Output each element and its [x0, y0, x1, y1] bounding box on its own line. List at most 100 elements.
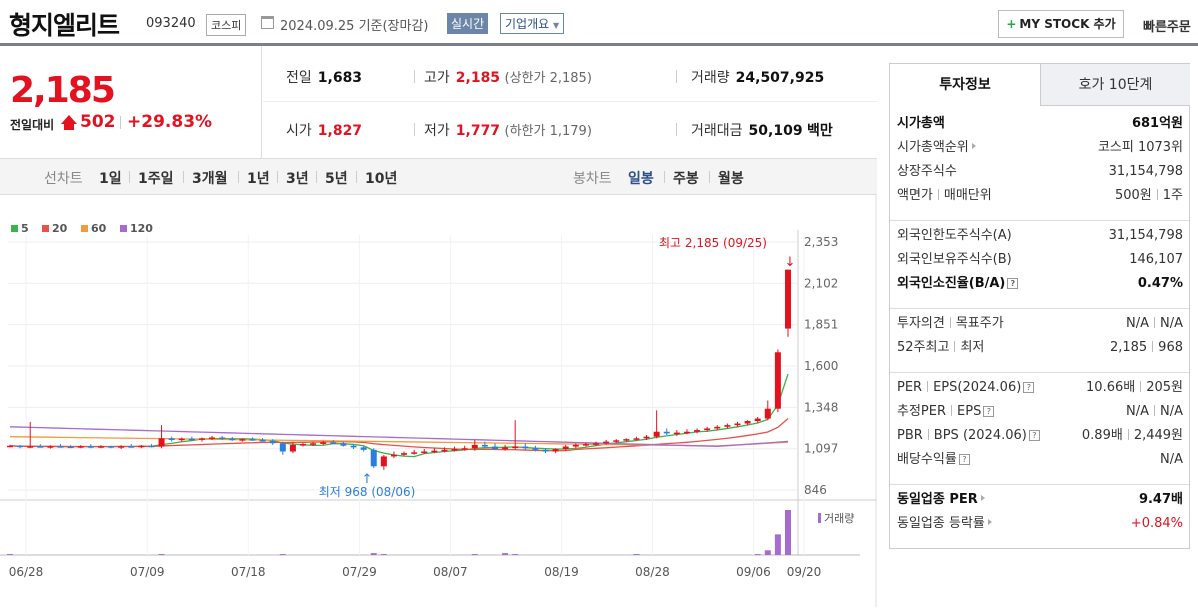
current-price: 2,185: [10, 70, 116, 111]
info-key: 상장주식수: [897, 162, 957, 182]
candle-monthly[interactable]: 월봉: [718, 171, 744, 187]
info-key-text: 목표주가: [955, 316, 1004, 331]
volume-bar: [370, 553, 377, 555]
chevron-right-icon[interactable]: [987, 519, 992, 525]
candle-body: [239, 439, 246, 441]
volume-bar: [502, 553, 509, 555]
line-chart-label[interactable]: 선차트: [44, 171, 83, 187]
legend-swatch: [120, 225, 127, 232]
candle-body: [320, 442, 327, 444]
help-icon[interactable]: ?: [983, 406, 995, 417]
x-tick-label: 09/06: [736, 565, 771, 579]
info-value: N/A N/A: [1126, 314, 1183, 334]
quick-order-button[interactable]: 빠른주문: [1143, 20, 1191, 35]
divider: [1154, 317, 1155, 328]
candle-body: [734, 423, 741, 426]
info-value: N/A N/A: [1126, 402, 1183, 422]
volume-bar: [512, 554, 519, 555]
candle-daily[interactable]: 일봉: [628, 171, 654, 187]
divider: [951, 405, 953, 416]
candle-body: [108, 446, 115, 448]
period-5y[interactable]: 5년: [325, 171, 348, 187]
company-info-dropdown[interactable]: 기업개요 ▼: [500, 13, 565, 34]
candle-weekly[interactable]: 주봉: [673, 171, 699, 187]
info-row: 액면가 매매단위 500원 1주: [897, 186, 1183, 206]
candle-chart-label[interactable]: 봉차트: [573, 171, 612, 187]
help-icon[interactable]: ?: [958, 454, 970, 465]
tab-investment-info[interactable]: 투자정보: [890, 64, 1040, 106]
info-value: 0.47%: [1138, 274, 1183, 294]
help-icon[interactable]: ?: [1023, 382, 1035, 393]
info-row: 투자의견 목표주가 N/A N/A: [897, 314, 1183, 334]
realtime-button[interactable]: 실시간: [447, 13, 489, 34]
volume-bar: [279, 554, 286, 555]
mystock-add-button[interactable]: + MY STOCK 추가: [998, 10, 1124, 38]
info-row: 동일업종 등락률 +0.84%: [897, 514, 1183, 534]
volume-bar: [158, 554, 165, 555]
candle-body: [441, 449, 448, 452]
chevron-right-icon[interactable]: [980, 495, 985, 501]
info-value-text: 31,154,798: [1108, 228, 1183, 243]
info-value-text: 500원: [1114, 188, 1152, 203]
candle-body: [360, 447, 367, 450]
divider: [927, 381, 929, 392]
info-value-text: N/A: [1160, 316, 1183, 331]
price-chart: 2,353 2,102 1,851 1,600 1,348 1,097 846 06/28 07…: [0, 195, 877, 607]
chevron-right-icon[interactable]: [971, 143, 976, 149]
candle-body: [562, 446, 569, 450]
info-key: 외국인소진율(B/A)?: [897, 274, 1019, 294]
volume: 거래량 24,507,925: [691, 70, 825, 86]
info-value-text: 681억원: [1131, 116, 1183, 131]
info-group-4: [890, 372, 1189, 373]
info-key-text: 투자의견: [897, 316, 945, 331]
divider: [356, 171, 357, 183]
candle-body: [148, 445, 155, 448]
stock-code: 093240: [146, 16, 196, 31]
candle-body: [7, 445, 13, 448]
up-arrow-icon: ↑: [362, 472, 373, 487]
divider: [120, 116, 121, 129]
period-3m[interactable]: 3개월: [192, 171, 228, 187]
period-1d[interactable]: 1일: [99, 171, 122, 187]
divider: [664, 171, 665, 183]
candle-body: [411, 452, 418, 454]
period-1y[interactable]: 1년: [247, 171, 270, 187]
candle-body: [229, 438, 236, 441]
candle-body: [613, 440, 620, 442]
legend-swatch: [81, 225, 88, 232]
volume-bar: [764, 550, 771, 555]
info-key: 추정PER EPS?: [897, 402, 995, 422]
info-value: 31,154,798: [1109, 162, 1183, 182]
candle-body: [643, 436, 650, 439]
info-value-text: 0.47%: [1137, 276, 1183, 291]
help-icon[interactable]: ?: [1007, 278, 1019, 289]
change-label: 전일대비: [10, 118, 55, 132]
period-1w[interactable]: 1주일: [138, 171, 174, 187]
open-price: 시가 1,827: [286, 123, 363, 139]
info-key-text: EPS(2024.06): [933, 380, 1022, 395]
volume-legend-swatch: [818, 513, 821, 523]
candle-body: [683, 431, 690, 434]
price-chart-svg: 2,353 2,102 1,851 1,600 1,348 1,097 846 06/28 07…: [0, 195, 877, 607]
help-icon[interactable]: ?: [1028, 430, 1040, 441]
change-value: 502: [80, 112, 116, 132]
candle-body: [704, 428, 711, 431]
candle-body: [461, 448, 468, 450]
y-tick-label: 1,600: [804, 359, 838, 373]
info-key: 액면가 매매단위: [897, 186, 992, 206]
info-value-text: 2,185: [1109, 340, 1148, 355]
candle-body: [97, 446, 104, 448]
period-10y[interactable]: 10년: [365, 171, 398, 187]
info-key: 동일업종 PER: [897, 490, 985, 510]
tab-orderbook[interactable]: 호가 10단계: [1040, 64, 1190, 106]
candle-body: [87, 446, 94, 448]
candle-body: [310, 443, 317, 445]
info-key-text: 외국인한도주식수(A): [897, 228, 1012, 243]
price-box: 2,185 전일대비 502 +29.83%: [0, 46, 262, 158]
candle-body: [118, 446, 125, 448]
investment-info-panel: 투자정보 호가 10단계 시가총액 681억원 시가총액순위 코스피 1073위 상장주…: [889, 63, 1190, 549]
candle-body: [128, 446, 135, 448]
candle-body: [724, 425, 731, 427]
y-tick-label: 2,102: [804, 276, 838, 290]
period-3y[interactable]: 3년: [286, 171, 309, 187]
